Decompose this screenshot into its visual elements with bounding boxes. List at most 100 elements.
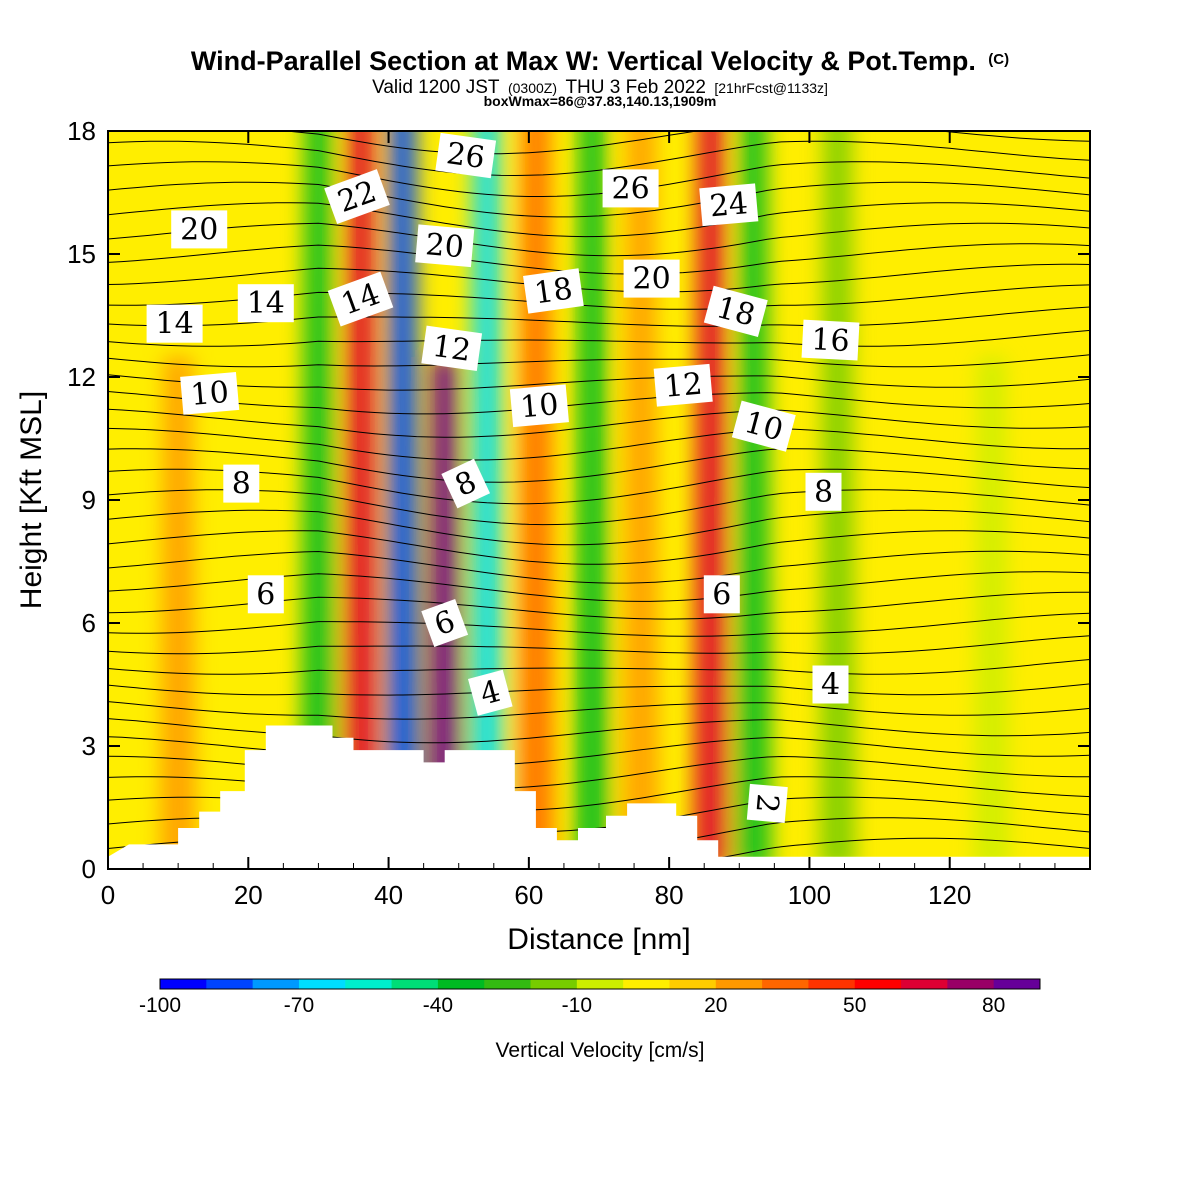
theta-contour-line: [108, 427, 1090, 461]
contour-label-text: 24: [708, 186, 749, 224]
w-band-12: [973, 357, 1010, 869]
colorbar-swatch: [623, 979, 670, 989]
colorbar-swatch: [901, 979, 948, 989]
contour-label-bg: [746, 783, 788, 823]
colorbar-swatch: [947, 979, 995, 989]
x-tick-label: 0: [101, 880, 115, 910]
contour-label: 10: [731, 400, 796, 452]
theta-contour-line: [108, 161, 1090, 197]
colorbar-tick-label: -10: [562, 994, 592, 1017]
theta-contour-line: [108, 181, 1090, 218]
colorbar-swatch: [437, 979, 485, 989]
contour-label-bg: [653, 363, 713, 407]
contour-label-text: 12: [430, 329, 473, 369]
theta-contour-line: [108, 659, 1090, 675]
contour-label-text: 16: [810, 322, 850, 359]
contour-label: 4: [812, 665, 849, 704]
colorbar-tick-label: 20: [704, 994, 727, 1017]
contour-label-text: 12: [663, 367, 704, 405]
chart-title-suffix: (C): [988, 51, 1009, 68]
x-tick-label: 60: [514, 880, 543, 910]
w-band-3: [384, 131, 421, 869]
contour-label-bg: [223, 464, 260, 503]
contour-label: 10: [180, 372, 240, 415]
contour-label-bg: [146, 304, 203, 343]
theta-contour-line: [108, 263, 1090, 293]
theta-contour-line: [108, 140, 1090, 177]
contour-label: 10: [509, 384, 569, 428]
theta-contour-line: [108, 391, 1090, 415]
contour-label: 26: [602, 169, 659, 208]
contour-label-bg: [247, 575, 284, 614]
contour-label-bg: [699, 183, 759, 227]
contour-label: 14: [327, 271, 394, 327]
x-tick-label: 120: [928, 880, 971, 910]
contour-label: 12: [421, 325, 483, 372]
x-tick-label: 80: [655, 880, 684, 910]
y-tick-label: 6: [82, 608, 96, 638]
theta-contour-line: [108, 408, 1090, 438]
contour-label: 6: [421, 598, 469, 648]
contour-label-bg: [731, 400, 796, 452]
contour-label-text: 14: [156, 307, 194, 342]
colorbar-tick-label: 50: [843, 994, 866, 1017]
theta-contour-line: [108, 468, 1090, 505]
subtitle-valid: Valid 1200 JST: [372, 77, 500, 98]
contour-label: 14: [146, 304, 203, 343]
contour-label-bg: [812, 665, 849, 704]
contour-label-bg: [509, 384, 569, 428]
theta-contour-line: [108, 635, 1090, 655]
contour-label-text: 8: [232, 467, 251, 502]
y-tick-label: 18: [67, 116, 96, 146]
x-tick-label: 100: [788, 880, 831, 910]
chart-subtitle: Valid 1200 JST (0300Z) THU 3 Feb 2022 [2…: [372, 77, 828, 98]
potential-temperature-contours: [108, 131, 1090, 869]
colorbar-swatch: [160, 979, 207, 989]
colorbar-title: Vertical Velocity [cm/s]: [496, 1039, 705, 1062]
chart-subtitle-box: boxWmax=86@37.83,140.13,1909m: [484, 93, 717, 109]
y-tick-label: 9: [82, 485, 96, 515]
w-band-0: [159, 357, 197, 869]
y-tick-label: 0: [82, 854, 96, 884]
contour-label-text: 4: [821, 668, 840, 703]
w-band-10: [735, 131, 772, 869]
contour-label-bg: [415, 224, 475, 268]
w-band-6: [517, 131, 555, 869]
theta-contour-line: [108, 329, 1090, 347]
theta-contour-line: [108, 683, 1090, 696]
colorbar-swatch: [762, 979, 809, 989]
contour-label-text: 10: [519, 387, 560, 425]
contour-label: 20: [171, 210, 228, 249]
chart-title-main: Wind-Parallel Section at Max W: Vertical…: [191, 46, 976, 76]
contour-label-text: 6: [712, 577, 731, 612]
contour-label: 26: [435, 132, 497, 179]
subtitle-utc: (0300Z): [508, 80, 557, 96]
contour-label: 20: [415, 224, 475, 268]
contour-label-text: 20: [180, 212, 218, 247]
contour-label-bg: [421, 325, 483, 372]
contour-label-text: 20: [633, 262, 671, 297]
contour-label-text: 10: [189, 375, 230, 413]
contour-label: 4: [467, 669, 513, 716]
contour-label: 24: [699, 183, 759, 227]
colorbar-tick-label: 80: [982, 994, 1005, 1017]
colorbar-swatch: [391, 979, 439, 989]
theta-contour-line: [108, 448, 1090, 483]
contour-label-text: 26: [612, 171, 650, 206]
contour-label: 8: [223, 464, 260, 503]
colorbar-swatch: [854, 979, 902, 989]
colorbar: -100 -70 -40 -10 20 50 80: [139, 978, 1041, 1017]
colorbar-frame: [159, 978, 1041, 990]
theta-contour-line: [108, 550, 1090, 584]
contour-label: 18: [523, 268, 584, 314]
contour-label-bg: [435, 132, 497, 179]
colorbar-swatch: [715, 979, 763, 989]
contour-label-text: 20: [424, 227, 465, 265]
colorbar-swatch: [252, 979, 300, 989]
colorbar-tick-label: -70: [284, 994, 314, 1017]
contour-label: 8: [441, 458, 491, 509]
contour-label-bg: [623, 259, 680, 298]
